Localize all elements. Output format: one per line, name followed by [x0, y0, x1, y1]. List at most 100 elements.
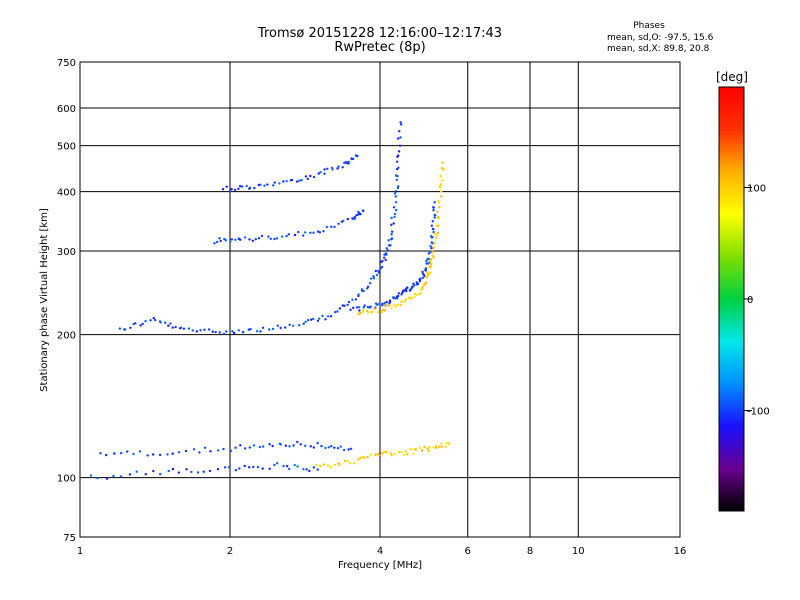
scatter-point: [397, 450, 401, 454]
scatter-point: [303, 231, 307, 234]
scatter-point: [105, 453, 108, 457]
scatter-point: [248, 446, 251, 449]
scatter-point: [292, 324, 295, 327]
scatter-point: [135, 470, 138, 473]
scatter-point: [171, 467, 175, 471]
scatter-point: [229, 449, 233, 452]
scatter-point: [249, 327, 252, 331]
scatter-point: [310, 318, 313, 321]
scatter-point: [380, 310, 383, 314]
x-tick-label: 1: [77, 546, 83, 557]
scatter-point: [259, 183, 262, 186]
scatter-point: [441, 161, 445, 164]
scatter-point: [325, 225, 329, 229]
x-axis-label: Frequency [MHz]: [338, 560, 422, 571]
scatter-point: [432, 230, 435, 234]
scatter-point: [159, 473, 162, 476]
scatter-point: [231, 330, 234, 333]
scatter-point: [363, 456, 366, 459]
scatter-point: [431, 249, 434, 253]
scatter-point: [334, 310, 337, 314]
scatter-point: [383, 302, 386, 305]
scatter-point: [229, 240, 232, 244]
scatter-point: [399, 303, 402, 307]
scatter-point: [248, 186, 252, 189]
scatter-point: [349, 308, 352, 311]
scatter-point: [404, 298, 407, 301]
scatter-point: [240, 185, 244, 188]
scatter-point: [199, 329, 202, 332]
scatter-point: [222, 447, 225, 451]
scatter-point: [389, 244, 392, 247]
scatter-point: [358, 309, 361, 312]
scatter-point: [396, 303, 399, 306]
scatter-point: [144, 319, 147, 323]
scatter-point: [293, 233, 297, 237]
scatter-point: [267, 235, 270, 238]
scatter-point: [209, 450, 212, 453]
scatter-point: [432, 246, 435, 249]
scatter-point: [372, 275, 375, 278]
scatter-point: [378, 302, 381, 306]
stats-title: Phases: [633, 21, 665, 31]
scatter-point: [152, 316, 155, 320]
scatter-point: [308, 469, 311, 473]
scatter-point: [398, 130, 401, 133]
scatter-point: [271, 444, 274, 448]
scatter-point: [280, 235, 284, 238]
scatter-point: [412, 452, 415, 455]
scatter-point: [342, 448, 346, 452]
scatter-point: [152, 453, 155, 456]
scatter-point: [330, 445, 333, 448]
scatter-point: [397, 154, 400, 157]
grid-lines: [80, 62, 680, 537]
scatter-point: [402, 453, 405, 456]
scatter-point: [422, 285, 425, 288]
scatter-point: [359, 311, 362, 315]
scatter-point: [366, 285, 370, 288]
scatter-point: [433, 232, 437, 235]
scatter-point: [430, 258, 433, 261]
scatter-point: [425, 259, 428, 262]
scatter-point: [278, 182, 281, 185]
scatter-point: [222, 332, 226, 336]
scatter-point: [377, 310, 380, 314]
scatter-point: [384, 258, 387, 262]
scatter-point: [369, 305, 372, 308]
scatter-point: [215, 240, 219, 244]
scatter-point: [177, 451, 181, 454]
scatter-point: [263, 184, 266, 187]
scatter-point: [416, 282, 420, 286]
scatter-point: [399, 136, 402, 139]
scatter-point: [341, 166, 344, 169]
x-tick-label: 16: [674, 546, 687, 557]
scatter-point: [433, 241, 436, 244]
scatter-point: [355, 306, 359, 309]
scatter-point: [366, 305, 370, 309]
scatter-point: [347, 448, 350, 451]
scatter-point: [428, 265, 431, 269]
scatter-point: [396, 175, 399, 178]
scatter-point: [327, 446, 330, 449]
scatter-point: [185, 468, 188, 471]
scatter-point: [439, 175, 442, 178]
scatter-point: [239, 444, 242, 447]
scatter-point: [118, 327, 122, 330]
scatter-point: [412, 282, 415, 285]
scatter-point: [251, 239, 254, 242]
scatter-point: [360, 288, 364, 291]
scatter-point: [302, 322, 305, 325]
scatter-point: [227, 466, 231, 469]
scatter-point: [395, 178, 398, 182]
scatter-point: [380, 265, 384, 269]
scatter-point: [306, 319, 310, 322]
scatter-point: [408, 289, 412, 292]
scatter-point: [312, 466, 316, 469]
scatter-point: [282, 180, 285, 183]
scatter-point: [221, 188, 225, 191]
scatter-point: [357, 210, 360, 214]
scatter-point: [238, 185, 242, 188]
scatter-point: [333, 446, 336, 449]
scatter-point: [336, 310, 339, 313]
